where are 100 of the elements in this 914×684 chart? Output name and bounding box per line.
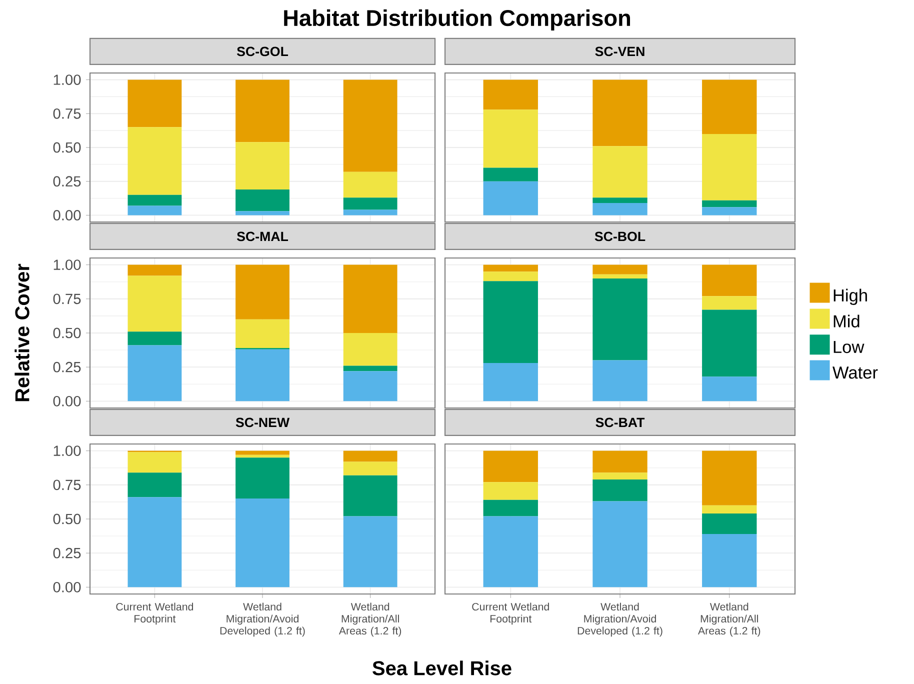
bar — [702, 450, 757, 506]
bar — [128, 264, 182, 276]
x-tick-label: Wetland Migration/All Areas (1.2 ft) — [698, 602, 760, 637]
y-tick-label: 0.50 — [53, 514, 81, 524]
chart-title: SC-BOL — [594, 232, 646, 242]
y-tick-label: 0.00 — [53, 396, 81, 406]
chart-title: SC-BAT — [596, 418, 645, 428]
x-tick-label: Wetland Migration/All Areas (1.2 ft) — [338, 602, 402, 637]
legend-label: High — [834, 288, 867, 305]
bar — [128, 194, 182, 206]
bar — [236, 142, 290, 190]
y-tick-label: 0.25 — [53, 548, 81, 558]
bar — [702, 207, 757, 216]
bar — [128, 452, 182, 473]
legend-label: Water — [832, 366, 878, 379]
legend-label: Low — [834, 341, 864, 354]
y-axis-title: Relative Cover — [14, 264, 30, 402]
bar — [236, 211, 290, 216]
legend-label: Mid — [834, 314, 860, 328]
bar — [343, 371, 398, 402]
y-tick-label: 0.50 — [53, 142, 81, 153]
bar — [483, 181, 538, 216]
bar — [483, 362, 538, 402]
bar — [592, 501, 648, 588]
x-tick-label: Current Wetland Footprint — [116, 602, 194, 625]
bar — [483, 264, 538, 272]
bar — [343, 462, 398, 476]
bar — [483, 272, 538, 282]
bar — [236, 319, 290, 348]
bar — [128, 332, 182, 346]
text: Habitat Distribution Comparison — [284, 9, 630, 31]
bar — [592, 360, 648, 402]
bar — [483, 281, 538, 363]
bar — [343, 332, 398, 366]
bar — [592, 203, 648, 216]
bar — [483, 110, 538, 168]
bar — [236, 498, 290, 588]
bar — [343, 198, 398, 210]
bar — [343, 210, 398, 216]
bar — [128, 472, 182, 498]
bar — [702, 310, 757, 377]
bar — [343, 172, 398, 198]
bar — [592, 472, 648, 480]
bar — [483, 80, 538, 110]
chart-title: SC-MAL — [236, 232, 288, 242]
bar — [128, 80, 182, 128]
x-tick-label: Wetland Migration/Avoid Developed (1.2 ft) — [578, 602, 662, 637]
bar — [128, 127, 182, 195]
bar — [702, 200, 757, 208]
bar — [702, 296, 757, 310]
bar — [236, 458, 290, 499]
x-axis-title: Sea Level Rise — [372, 660, 512, 676]
x-tick-label: Current Wetland Footprint — [472, 602, 549, 625]
bar — [592, 479, 648, 502]
bar — [343, 516, 398, 588]
bar — [128, 497, 182, 588]
bar — [343, 264, 398, 333]
bar — [483, 516, 538, 588]
chart-title: SC-VEN — [595, 46, 644, 56]
y-tick-label: 1.00 — [54, 446, 81, 456]
bar — [702, 376, 757, 402]
bar — [483, 168, 538, 182]
bar — [236, 450, 290, 455]
bar — [592, 450, 648, 473]
bar — [483, 482, 538, 500]
y-tick-label: 0.25 — [53, 176, 81, 187]
chart-title: SC-GOL — [236, 46, 288, 56]
bar — [128, 206, 182, 216]
bar — [236, 454, 290, 458]
bar — [702, 514, 757, 534]
bar — [483, 500, 538, 516]
bar — [702, 134, 757, 200]
y-tick-label: 0.25 — [53, 362, 81, 372]
bar — [343, 475, 398, 516]
bar — [592, 274, 648, 278]
bar — [592, 146, 648, 198]
bar — [483, 450, 538, 482]
bar — [592, 278, 648, 360]
y-tick-label: 0.75 — [53, 294, 81, 304]
bar — [343, 450, 398, 462]
bar — [592, 264, 648, 274]
x-tick-label: Wetland Migration/Avoid Developed (1.2 ft) — [220, 602, 305, 637]
bar — [236, 80, 290, 142]
y-tick-label: 0.75 — [53, 108, 81, 119]
bar — [343, 366, 398, 372]
bar — [128, 345, 182, 402]
bar — [343, 80, 398, 172]
y-tick-label: 0.00 — [53, 582, 81, 592]
chart-title: SC-NEW — [236, 418, 290, 428]
bar — [236, 264, 290, 320]
y-tick-label: 0.50 — [53, 328, 81, 338]
y-tick-label: 1.00 — [54, 260, 81, 270]
bar — [128, 276, 182, 332]
bar — [702, 534, 757, 588]
bar — [236, 349, 290, 402]
bar — [592, 198, 648, 204]
bar — [702, 80, 757, 134]
bar — [236, 189, 290, 212]
bar — [702, 264, 757, 296]
bar — [592, 80, 648, 146]
